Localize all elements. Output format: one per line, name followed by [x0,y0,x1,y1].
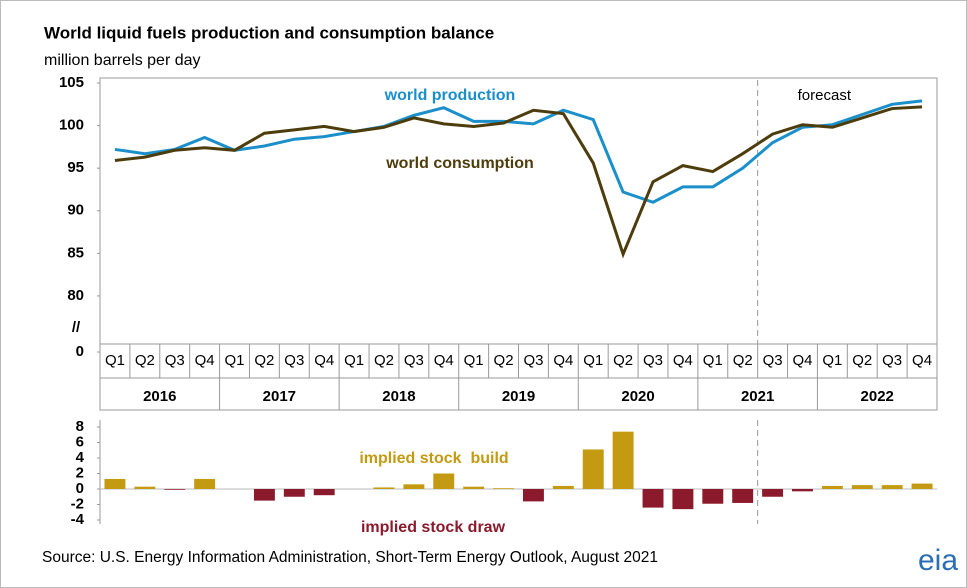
x-tick-label: Q2 [613,352,633,369]
bar [642,489,664,508]
x-tick-label: Q3 [523,352,543,369]
bar [433,473,455,489]
series-line [114,99,923,204]
x-tick-label: Q1 [703,352,723,369]
bar [792,489,813,492]
x-tick-label: Q3 [763,352,783,369]
bar [104,478,126,489]
x-tick-label: Q2 [254,352,274,369]
bar [851,485,873,489]
bar [164,489,186,490]
bar [612,431,634,489]
x-tick-label: Q1 [105,352,125,369]
x-tick-label: Q3 [165,352,185,369]
y-tick-label: 85 [67,244,84,261]
group-label: 2017 [263,388,296,405]
bar [582,449,604,489]
bar [911,483,933,489]
bar [373,487,395,489]
bar [403,484,425,489]
group-label: 2016 [143,388,176,405]
series-label: world production [384,87,516,104]
x-tick-label: Q3 [882,352,902,369]
x-tick-label: Q1 [464,352,484,369]
x-tick-label: Q4 [912,352,932,369]
logo: eia [918,544,958,577]
forecast-label: forecast [798,87,852,104]
series-label: world consumption [385,155,534,172]
group-label: 2021 [741,388,774,405]
y-tick-label: 90 [67,202,84,219]
bar [134,486,156,489]
group-label: 2018 [382,388,415,405]
y-tick-label: 0 [76,343,84,360]
y-tick-label: 80 [67,287,84,304]
x-tick-label: Q3 [284,352,304,369]
x-tick-label: Q1 [344,352,364,369]
bar [283,489,305,497]
bar [253,489,275,501]
series-line [114,105,923,259]
x-tick-label: Q4 [553,352,573,369]
bar [194,478,216,489]
y-tick-label: -4 [71,511,85,528]
x-tick-label: Q4 [792,352,812,369]
x-tick-label: Q4 [434,352,454,369]
y-axis-unit: million barrels per day [44,52,201,69]
bar [522,489,544,502]
x-tick-label: Q3 [404,352,424,369]
chart-title: World liquid fuels production and consum… [44,23,494,42]
y-tick-label: 6 [76,433,84,450]
x-tick-label: Q4 [314,352,334,369]
y-tick-label: 100 [59,117,84,134]
x-tick-label: Q1 [822,352,842,369]
y-tick-label: 0 [76,480,84,497]
annotation: implied stock draw [361,519,506,536]
group-label: 2022 [861,388,894,405]
bar [762,489,784,497]
bar [313,489,335,496]
x-tick-label: Q4 [195,352,215,369]
x-tick-label: Q2 [494,352,514,369]
x-tick-label: Q2 [135,352,155,369]
x-tick-label: Q4 [673,352,693,369]
y-tick-label: 4 [76,449,85,466]
bar [732,489,754,503]
y-tick-label: 95 [67,159,84,176]
group-label: 2020 [621,388,654,405]
x-tick-label: Q1 [583,352,603,369]
y-tick-label: 105 [59,74,84,91]
plot-box [99,77,938,411]
group-label: 2019 [502,388,535,405]
bar [702,489,724,504]
annotation: implied stock build [359,450,508,467]
bar [821,485,843,489]
axis-break: // [72,319,81,336]
source: Source: U.S. Energy Information Administ… [42,549,658,566]
bar [881,485,903,489]
x-tick-label: Q3 [643,352,663,369]
y-tick-label: -2 [71,495,84,512]
x-tick-label: Q2 [733,352,753,369]
bar [552,485,574,489]
x-tick-label: Q2 [374,352,394,369]
y-tick-label: 8 [76,418,84,435]
bar [672,489,694,510]
x-tick-label: Q2 [852,352,872,369]
x-tick-label: Q1 [225,352,245,369]
y-tick-label: 2 [76,464,84,481]
bar [493,488,515,489]
bar [463,486,485,489]
